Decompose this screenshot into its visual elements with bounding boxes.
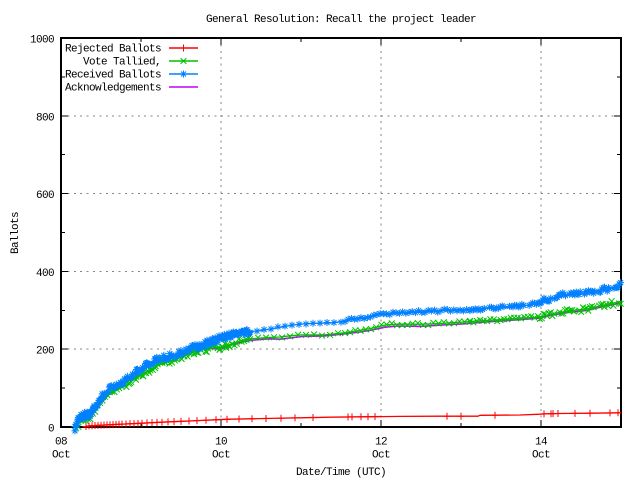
- svg-text:General Resolution: Recall the: General Resolution: Recall the project l…: [206, 14, 476, 26]
- svg-text:Rejected Ballots: Rejected Ballots: [65, 44, 161, 56]
- svg-text:Acknowledgements: Acknowledgements: [65, 83, 161, 95]
- svg-text:Oct: Oct: [532, 450, 550, 462]
- svg-text:14: 14: [535, 437, 548, 449]
- svg-text:400: 400: [36, 268, 54, 280]
- svg-text:Date/Time (UTC): Date/Time (UTC): [296, 467, 386, 479]
- svg-text:1000: 1000: [30, 35, 54, 47]
- svg-text:200: 200: [36, 346, 54, 358]
- svg-text:Vote Tallied,: Vote Tallied,: [83, 57, 161, 69]
- svg-text:Received Ballots: Received Ballots: [65, 70, 161, 82]
- svg-text:Oct: Oct: [372, 450, 390, 462]
- svg-text:0: 0: [48, 424, 54, 436]
- svg-text:Ballots: Ballots: [10, 212, 22, 254]
- svg-text:Oct: Oct: [212, 450, 230, 462]
- svg-text:08: 08: [55, 437, 67, 449]
- svg-text:600: 600: [36, 190, 54, 202]
- svg-text:800: 800: [36, 112, 54, 124]
- svg-text:12: 12: [375, 437, 387, 449]
- svg-text:Oct: Oct: [52, 450, 70, 462]
- svg-text:10: 10: [215, 437, 227, 449]
